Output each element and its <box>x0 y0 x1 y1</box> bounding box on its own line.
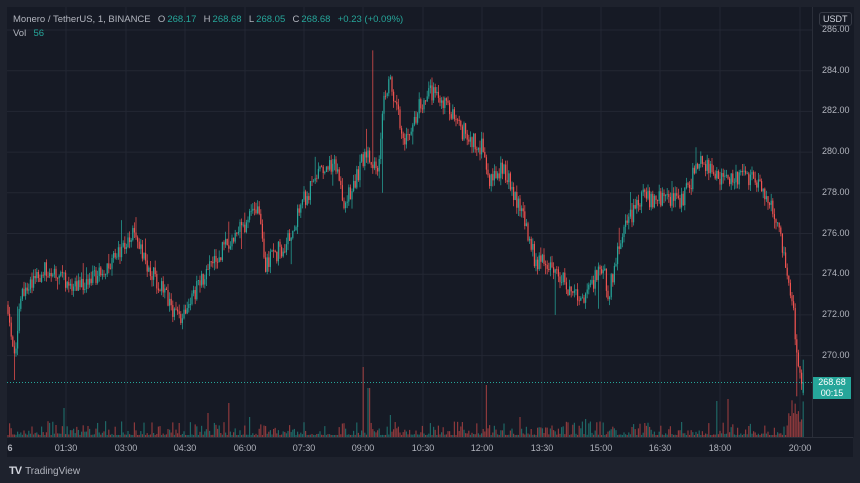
price-tick-label: 272.00 <box>822 308 850 319</box>
time-tick-label: 01:30 <box>54 443 78 453</box>
time-tick-label: 07:30 <box>292 443 316 453</box>
price-axis[interactable] <box>812 7 854 437</box>
candlestick-chart[interactable] <box>7 7 812 437</box>
time-tick-label: 15:00 <box>589 443 613 453</box>
last-price-label: 268.68 00:15 <box>813 377 851 399</box>
price-tick-label: 286.00 <box>822 24 850 34</box>
close-value: 268.68 <box>301 14 331 25</box>
high-value: 268.68 <box>212 14 242 25</box>
price-tick-label: 284.00 <box>822 64 850 75</box>
time-tick-label: 10:30 <box>411 443 435 453</box>
time-tick-label: 03:00 <box>114 443 138 453</box>
time-tick-label: 18:00 <box>708 443 732 453</box>
time-axis[interactable] <box>7 437 853 457</box>
price-tick-label: 280.00 <box>822 146 850 157</box>
volume-value: 56 <box>33 28 45 39</box>
price-tick-label: 282.00 <box>822 105 850 116</box>
time-tick-label: 04:30 <box>173 443 197 453</box>
time-tick-label: 12:00 <box>470 443 494 453</box>
bar-countdown: 00:15 <box>820 388 844 398</box>
high-label: H <box>203 14 211 25</box>
footer: TV TradingView <box>9 465 80 477</box>
low-value: 268.05 <box>256 14 286 25</box>
brand-name[interactable]: TradingView <box>25 465 81 477</box>
time-tick-label: 09:00 <box>351 443 375 453</box>
low-label: L <box>248 14 255 25</box>
close-label: C <box>292 14 300 25</box>
last-price-value: 268.68 <box>818 377 846 387</box>
symbol-title[interactable]: Monero / TetherUS, 1, BINANCE <box>13 14 151 25</box>
change-value: +0.23 (+0.09%) <box>337 14 404 25</box>
open-value: 268.17 <box>167 14 197 25</box>
price-tick-label: 270.00 <box>822 349 850 360</box>
chart-pane[interactable] <box>7 7 812 437</box>
currency-button[interactable]: USDT <box>819 12 852 26</box>
price-tick-label: 278.00 <box>822 186 850 197</box>
time-tick-label: 6 <box>7 443 13 453</box>
price-tick-label: 274.00 <box>822 268 850 279</box>
time-tick-label: 20:00 <box>788 443 812 453</box>
open-label: O <box>157 14 166 25</box>
legend-row-volume: Vol 56 <box>13 27 405 41</box>
time-tick-label: 06:00 <box>233 443 257 453</box>
volume-label[interactable]: Vol <box>13 28 27 39</box>
price-tick-label: 276.00 <box>822 227 850 238</box>
time-tick-label: 13:30 <box>530 443 554 453</box>
time-tick-label: 16:30 <box>648 443 672 453</box>
tradingview-logo-icon[interactable]: TV <box>9 465 22 477</box>
